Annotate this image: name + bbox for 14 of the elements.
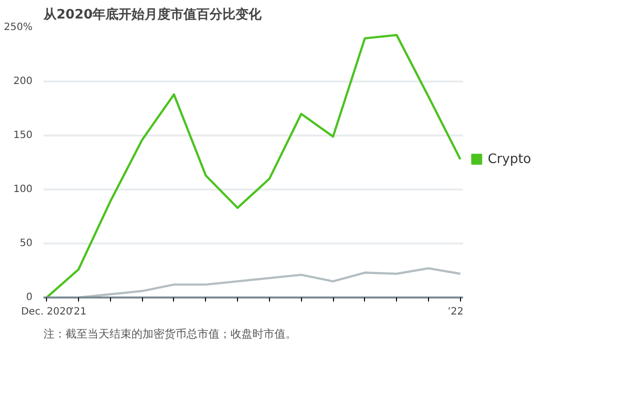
y-tick-label: 250% <box>4 22 33 33</box>
y-tick-label: 100 <box>13 184 33 195</box>
line-series <box>46 34 462 298</box>
text: 注：截至当天结束的加密货币总市值；收盘时市值。 <box>44 328 296 340</box>
legend-label: Crypto <box>488 152 532 167</box>
y-tick-label: 150 <box>13 130 33 141</box>
y-tick-label: 50 <box>20 238 33 249</box>
x-tick-label: ’22 <box>448 306 464 318</box>
line-series <box>77 267 462 298</box>
y-tick-label: 0 <box>26 292 33 303</box>
x-tick-label: ’21 <box>70 306 86 318</box>
chart-title: 从2020年底开始月度市值百分比变化 <box>42 6 263 22</box>
y-tick-label: 200 <box>13 76 33 87</box>
x-tick-label: Dec. 2020 <box>21 306 72 318</box>
